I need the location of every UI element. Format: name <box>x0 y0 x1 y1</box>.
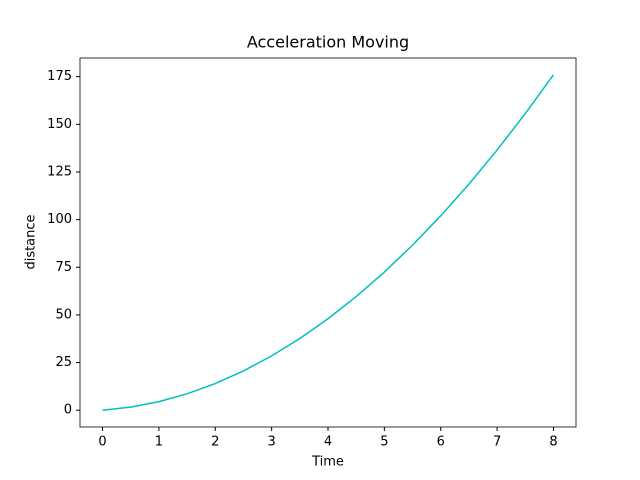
y-tick-label: 100 <box>47 212 72 227</box>
y-tick-label: 175 <box>47 69 72 84</box>
x-tick-label: 0 <box>98 435 106 450</box>
x-axis-label: Time <box>311 455 344 470</box>
y-tick-label: 125 <box>47 164 72 179</box>
y-tick-label: 150 <box>47 117 72 132</box>
x-tick-label: 3 <box>267 435 275 450</box>
y-tick-label: 50 <box>55 307 72 322</box>
x-tick-label: 4 <box>324 435 332 450</box>
chart-title: Acceleration Moving <box>247 33 409 52</box>
x-tick-label: 2 <box>211 435 219 450</box>
x-tick-label: 5 <box>380 435 388 450</box>
y-axis-label: distance <box>24 214 39 269</box>
y-tick-label: 0 <box>64 403 72 418</box>
data-line <box>102 74 555 411</box>
x-tick-label: 7 <box>493 435 501 450</box>
plot-frame <box>79 57 577 428</box>
y-tick-label: 75 <box>55 260 72 275</box>
x-tick-label: 1 <box>155 435 163 450</box>
x-tick-label: 8 <box>549 435 557 450</box>
x-tick-label: 6 <box>437 435 445 450</box>
y-tick-label: 25 <box>55 355 72 370</box>
